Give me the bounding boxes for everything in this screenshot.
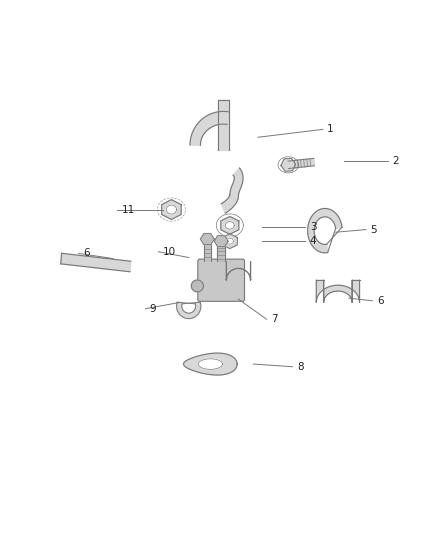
Text: 6: 6 (83, 248, 89, 259)
Polygon shape (223, 234, 237, 248)
Polygon shape (316, 280, 360, 302)
Polygon shape (281, 158, 296, 171)
Polygon shape (214, 236, 228, 247)
Text: 7: 7 (271, 314, 278, 324)
Polygon shape (221, 216, 239, 234)
Polygon shape (190, 111, 228, 146)
Text: 10: 10 (163, 247, 176, 257)
Polygon shape (226, 238, 233, 244)
Polygon shape (288, 158, 314, 168)
Polygon shape (218, 100, 229, 150)
Polygon shape (226, 222, 234, 229)
Polygon shape (201, 233, 214, 245)
Polygon shape (61, 253, 131, 272)
Text: 4: 4 (310, 236, 316, 246)
Polygon shape (177, 302, 201, 319)
Text: 3: 3 (310, 222, 316, 232)
Text: 9: 9 (150, 304, 156, 314)
Polygon shape (191, 280, 203, 292)
Text: 6: 6 (377, 296, 383, 306)
Text: 11: 11 (122, 205, 135, 215)
Polygon shape (198, 359, 223, 369)
Polygon shape (217, 241, 225, 261)
Polygon shape (162, 200, 181, 220)
Text: 5: 5 (371, 224, 377, 235)
Polygon shape (204, 239, 211, 261)
FancyBboxPatch shape (198, 259, 244, 301)
Polygon shape (184, 353, 237, 375)
Text: 8: 8 (297, 362, 304, 372)
Text: 2: 2 (392, 156, 399, 166)
Polygon shape (307, 208, 342, 253)
Text: 1: 1 (327, 124, 334, 134)
Polygon shape (221, 168, 243, 213)
Polygon shape (166, 205, 177, 214)
